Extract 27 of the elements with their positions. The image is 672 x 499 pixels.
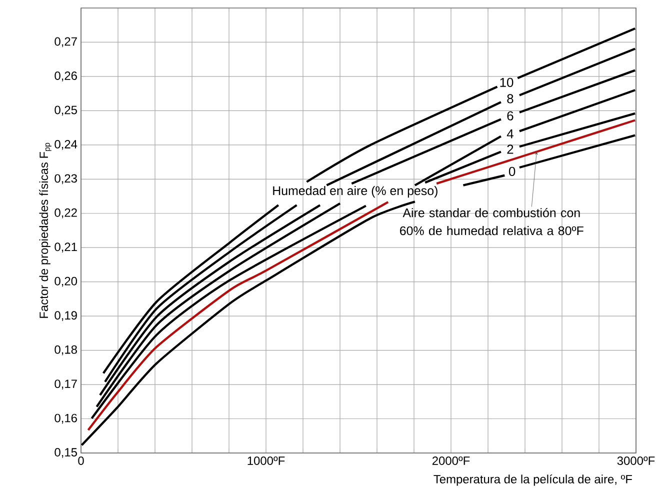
- y-tick-label: 0,22: [54, 208, 77, 218]
- y-tick-label: 0,16: [54, 414, 77, 424]
- y-tick-label: 0,19: [54, 311, 77, 321]
- y-tick-label: 0,17: [54, 380, 77, 390]
- y-tick-label: 0,20: [54, 276, 78, 287]
- y-tick-label: 0,25: [54, 106, 77, 116]
- series-label: 4: [506, 129, 514, 138]
- y-tick-label: 0,24: [54, 140, 78, 150]
- x-axis-title: Temperatura de la película de aire, ºF: [434, 474, 632, 486]
- y-tick-label: 0,26: [54, 72, 77, 82]
- y-tick-label: 0,15: [54, 448, 77, 458]
- y-tick-label: 0,21: [54, 242, 77, 253]
- y-axis-title: Factor de propiedades físicas F$_{pp}$: [39, 142, 52, 318]
- annotation: Aire standar de combustión con 60% de humedad relativa a 80ºF: [400, 208, 584, 236]
- x-tick-label: 1000ºF: [248, 456, 285, 465]
- x-tick-label: 2000ºF: [432, 456, 470, 465]
- series-label: 8: [507, 94, 514, 104]
- series-label: 10: [500, 78, 514, 88]
- x-tick-label: 0: [78, 456, 84, 465]
- annotation: Humedad en aire (% en peso): [273, 186, 438, 198]
- x-tick-label: 3000ºF: [617, 456, 655, 465]
- series-label: 6: [507, 111, 514, 120]
- y-tick-label: 0,18: [54, 345, 77, 356]
- series-label: 0: [508, 166, 516, 176]
- series-label: 2: [507, 144, 514, 154]
- y-tick-label: 0,23: [54, 174, 77, 184]
- y-tick-label: 0,27: [54, 37, 77, 48]
